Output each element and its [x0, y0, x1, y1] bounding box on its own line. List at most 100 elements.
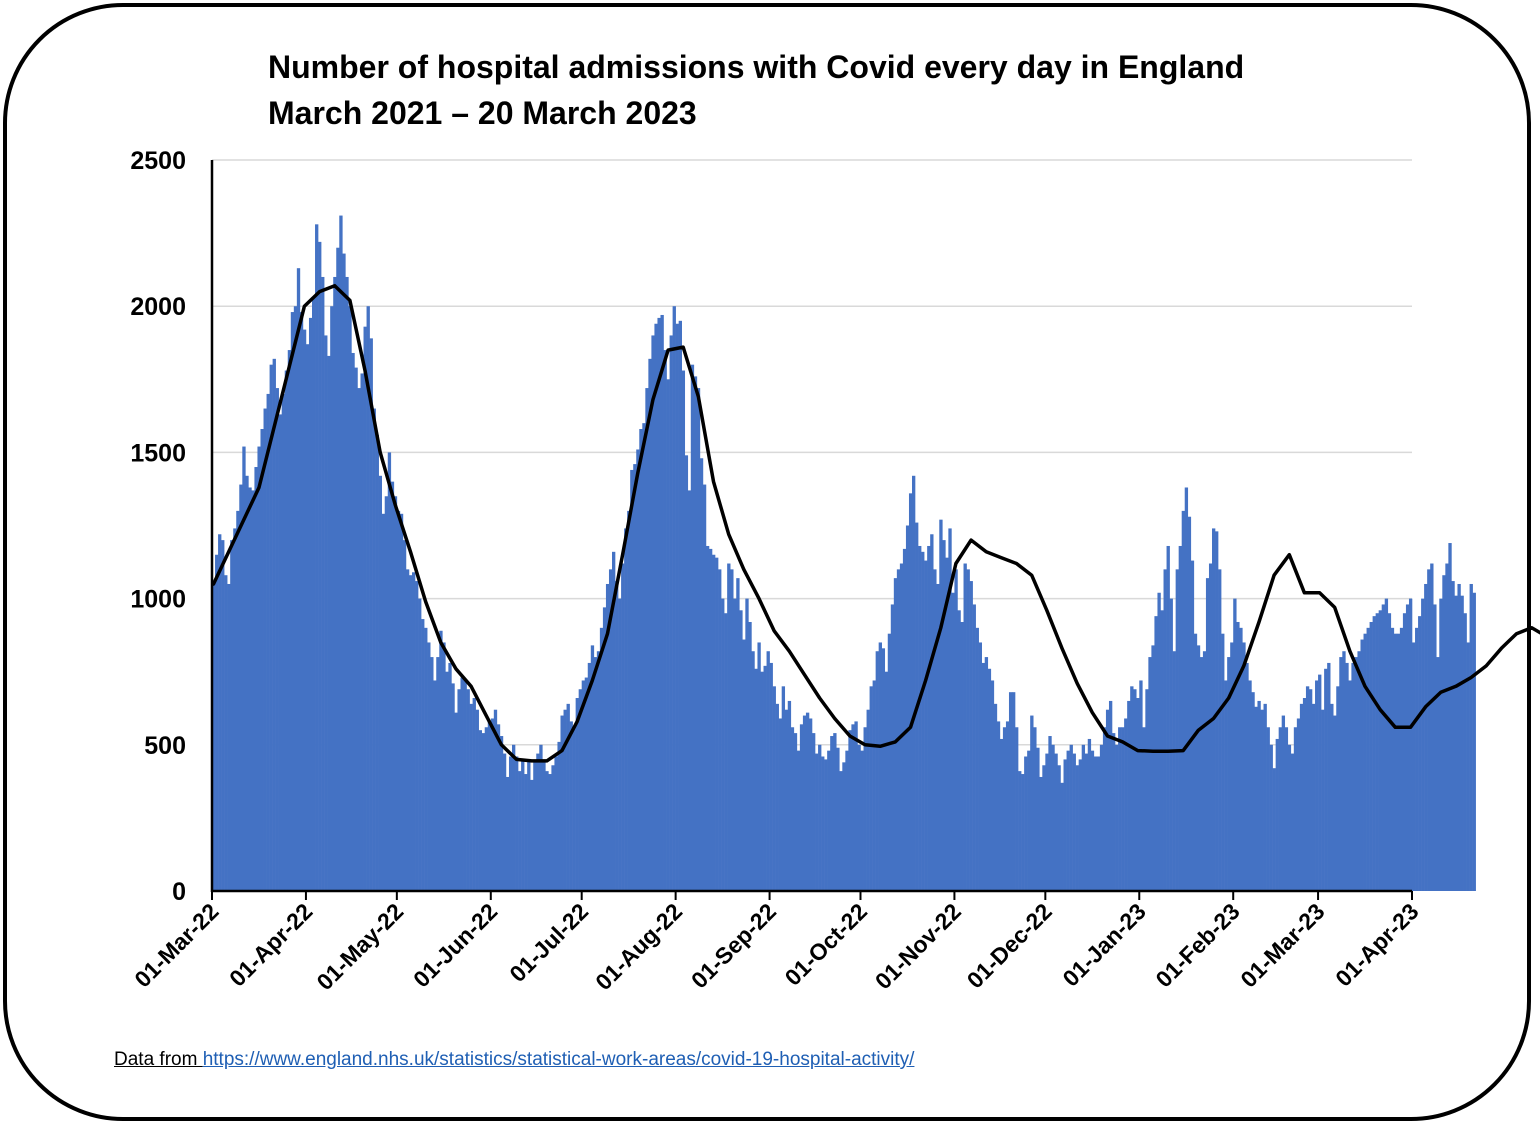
bar	[284, 370, 289, 891]
bar	[215, 554, 219, 891]
x-tick-label: 01-Jul-22	[504, 898, 593, 987]
bar	[712, 554, 716, 891]
bar	[566, 703, 570, 891]
bar	[339, 215, 343, 891]
bar	[1272, 768, 1276, 891]
bar	[1236, 621, 1240, 891]
bar	[1327, 662, 1331, 891]
bar	[1230, 642, 1234, 891]
bar	[1260, 709, 1264, 891]
bar	[245, 475, 249, 891]
bar	[696, 388, 701, 891]
bar	[357, 388, 361, 891]
bar	[1202, 651, 1207, 891]
bar	[360, 373, 364, 891]
bar	[1433, 604, 1437, 891]
bar	[936, 583, 940, 891]
chart-title-line-2: March 2021 – 20 March 2023	[268, 95, 697, 131]
bar	[1393, 633, 1398, 891]
bar	[505, 776, 510, 891]
bar	[239, 484, 243, 891]
data-source-link[interactable]: https://www.england.nhs.uk/statistics/st…	[202, 1049, 915, 1070]
x-tick-label: 01-May-22	[311, 898, 408, 995]
bar	[266, 393, 270, 891]
bar	[718, 569, 722, 891]
bar	[1148, 657, 1152, 891]
bar	[427, 642, 431, 891]
bar	[1105, 709, 1110, 891]
bar	[887, 633, 892, 891]
bar	[578, 689, 582, 891]
bar	[921, 551, 925, 891]
bar	[708, 548, 713, 891]
bar	[912, 475, 916, 891]
bar	[469, 703, 473, 891]
bar	[1345, 662, 1349, 891]
bar	[460, 677, 464, 891]
bar	[457, 689, 461, 891]
bar	[584, 677, 589, 891]
bar	[539, 744, 543, 891]
bar	[963, 563, 967, 891]
bar	[1333, 715, 1337, 891]
y-tick-label: 1000	[130, 586, 186, 614]
bar	[1139, 680, 1143, 891]
bar	[799, 724, 804, 891]
bar	[775, 703, 779, 891]
bar	[1402, 613, 1407, 891]
bar	[354, 367, 358, 892]
bar	[1239, 627, 1243, 891]
bar	[751, 651, 755, 891]
bar	[602, 607, 607, 891]
bar	[363, 326, 367, 891]
bar	[845, 750, 849, 891]
bar	[481, 733, 486, 891]
x-tick-label: 01-Apr-23	[1330, 898, 1423, 991]
bar	[242, 446, 246, 891]
bar	[1442, 575, 1446, 891]
bar	[663, 350, 667, 891]
bar	[1287, 744, 1292, 891]
bar	[512, 744, 516, 891]
bar	[1030, 715, 1034, 891]
bar	[1351, 662, 1355, 891]
bar	[530, 779, 534, 891]
bar	[493, 709, 498, 891]
bar	[960, 621, 964, 891]
bar	[1163, 569, 1167, 891]
bar	[290, 312, 295, 891]
bar	[1084, 753, 1089, 891]
x-tick-label: 01-Sep-22	[686, 898, 781, 993]
x-tick-label: 01-Feb-23	[1150, 898, 1244, 992]
bar	[724, 613, 728, 891]
x-tick-label: 01-Apr-22	[224, 898, 317, 991]
bar	[772, 686, 776, 891]
bar	[1454, 595, 1458, 891]
bar	[499, 736, 504, 891]
bar	[1466, 642, 1470, 891]
bar	[1093, 756, 1098, 891]
bar	[263, 408, 267, 891]
bar	[1036, 747, 1040, 891]
bar	[448, 662, 452, 891]
data-source-label: Data from	[114, 1049, 203, 1070]
bar	[1108, 700, 1113, 891]
bar	[984, 657, 989, 891]
bar	[1427, 569, 1431, 891]
bar	[1378, 610, 1382, 891]
bar	[318, 241, 322, 891]
bar	[833, 733, 837, 891]
bar	[639, 429, 643, 891]
bar	[508, 756, 513, 891]
bar	[1008, 692, 1013, 891]
bar	[327, 355, 331, 891]
bar	[439, 630, 443, 891]
bar	[433, 680, 437, 891]
bar	[1215, 531, 1219, 891]
bar	[990, 680, 995, 891]
bar	[878, 642, 882, 891]
bar	[918, 545, 922, 891]
bar	[1424, 583, 1428, 891]
bar	[827, 750, 831, 891]
bar	[802, 715, 807, 891]
